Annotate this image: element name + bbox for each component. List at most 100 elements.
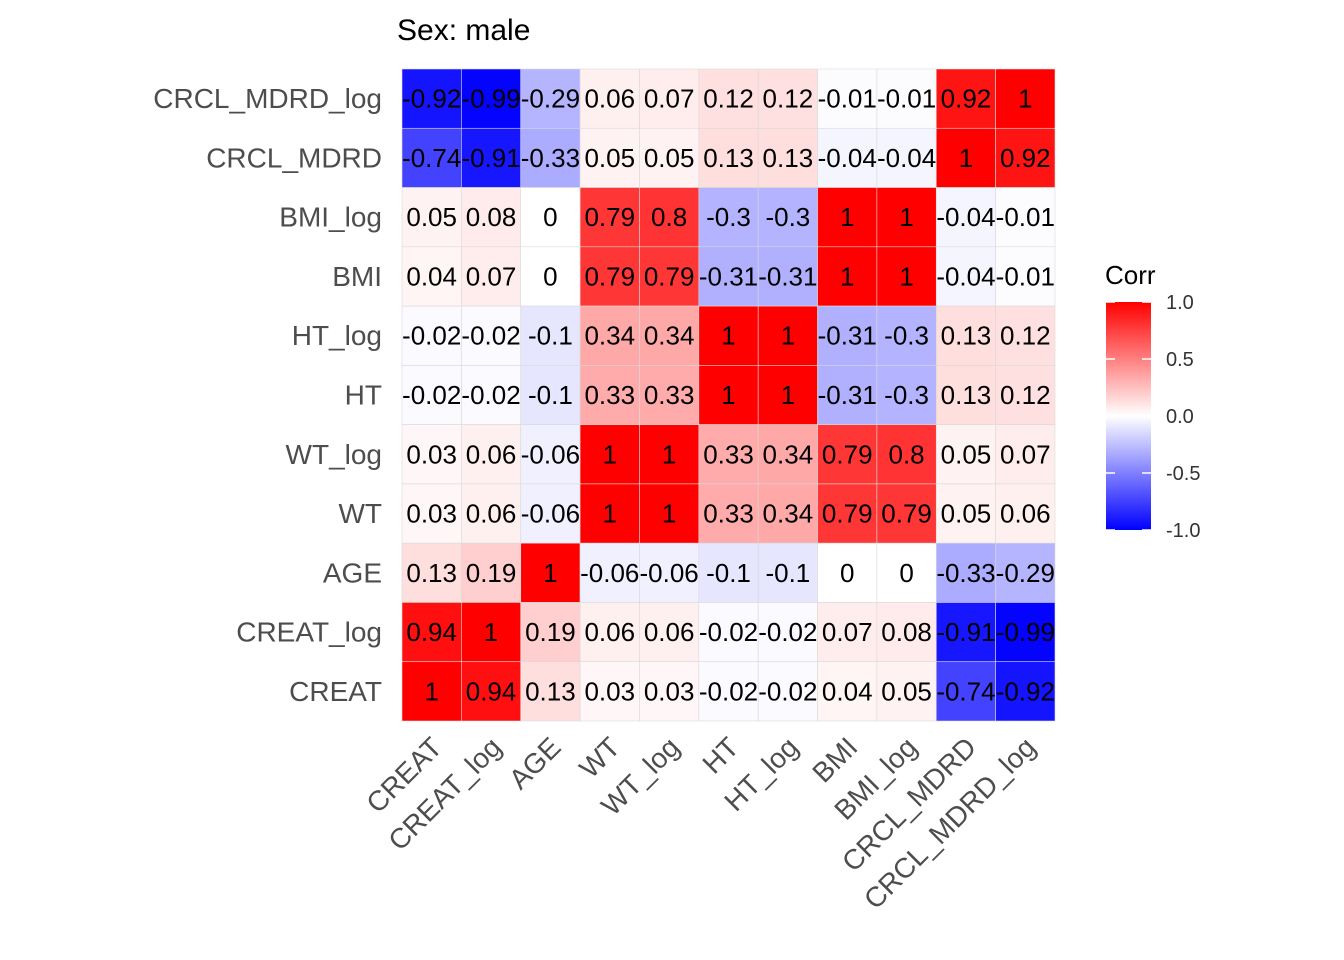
heatmap-cell bbox=[461, 661, 522, 722]
cell-value-label: 0.04 bbox=[406, 261, 457, 291]
cell-value-label: -0.31 bbox=[699, 261, 758, 291]
heatmap-cell bbox=[520, 305, 581, 366]
cell-value-label: 0.08 bbox=[881, 617, 932, 647]
heatmap-cell bbox=[461, 424, 522, 485]
cell-value-label: 0.08 bbox=[466, 202, 517, 232]
cell-value-label: -0.92 bbox=[402, 84, 461, 114]
cell-value-label: 0.13 bbox=[406, 558, 457, 588]
cell-value-label: 0.13 bbox=[941, 321, 992, 351]
heatmap-cell bbox=[698, 127, 759, 188]
heatmap-cell bbox=[995, 661, 1056, 722]
cell-value-label: 0.07 bbox=[466, 261, 517, 291]
heatmap-cell bbox=[876, 483, 937, 544]
heatmap-cell bbox=[579, 424, 640, 485]
heatmap-cell bbox=[935, 127, 996, 188]
cell-value-label: 0.79 bbox=[822, 439, 873, 469]
cell-value-label: -0.29 bbox=[996, 558, 1055, 588]
heatmap-cell bbox=[401, 365, 462, 425]
cell-value-label: -0.02 bbox=[402, 321, 461, 351]
cell-value-label: -0.1 bbox=[528, 321, 573, 351]
heatmap-cell bbox=[639, 661, 700, 722]
cell-value-label: 0.33 bbox=[703, 439, 754, 469]
heatmap-cell bbox=[995, 483, 1056, 544]
heatmap-cell bbox=[401, 187, 462, 248]
heatmap-cell bbox=[461, 365, 522, 425]
heatmap-cell bbox=[995, 68, 1056, 129]
cell-value-label: -0.01 bbox=[877, 84, 936, 114]
cell-value-label: 0.05 bbox=[881, 676, 932, 706]
y-axis: CRCL_MDRD_log CRCL_MDRD BMI_log BMI HT_log HT… bbox=[153, 83, 382, 707]
cell-labels: -0.92 -0.99 -0.29 0.06 0.07 0.12 0.12 -0.01 -0.0… bbox=[402, 84, 1055, 707]
cell-value-label: -0.02 bbox=[402, 380, 461, 410]
chart-title: Sex: male bbox=[397, 14, 530, 47]
heatmap-cell bbox=[579, 246, 640, 307]
cell-value-label: 0.12 bbox=[703, 84, 754, 114]
cell-value-label: 0.06 bbox=[584, 617, 635, 647]
heatmap-cell bbox=[995, 602, 1056, 663]
heatmap-cell bbox=[401, 68, 462, 129]
y-tick-label: CRCL_MDRD bbox=[206, 142, 382, 173]
y-tick-label: CREAT_log bbox=[236, 617, 382, 648]
y-tick-label: HT_log bbox=[292, 320, 382, 351]
heatmap-cell bbox=[639, 127, 700, 188]
heatmap-cell bbox=[579, 365, 640, 425]
cell-value-label: -0.01 bbox=[996, 202, 1055, 232]
heatmap-cell bbox=[817, 661, 878, 722]
cell-value-label: 1 bbox=[840, 261, 854, 291]
cell-value-label: 0.03 bbox=[584, 676, 635, 706]
heatmap-cell bbox=[876, 246, 937, 307]
heatmap-cells bbox=[401, 68, 1056, 722]
heatmap-cell bbox=[579, 483, 640, 544]
cell-value-label: 0.19 bbox=[525, 617, 576, 647]
cell-value-label: 1 bbox=[959, 143, 973, 173]
cell-value-label: 0 bbox=[840, 558, 854, 588]
heatmap-cell bbox=[817, 483, 878, 544]
heatmap-cell bbox=[401, 424, 462, 485]
y-tick-label: HT bbox=[345, 380, 382, 411]
cell-value-label: -0.74 bbox=[402, 143, 461, 173]
cell-value-label: 1 bbox=[603, 499, 617, 529]
heatmap-cell bbox=[757, 542, 818, 603]
cell-value-label: 1 bbox=[721, 321, 735, 351]
heatmap-cell bbox=[757, 483, 818, 544]
cell-value-label: -0.01 bbox=[996, 261, 1055, 291]
heatmap-cell bbox=[639, 305, 700, 366]
cell-value-label: 1 bbox=[840, 202, 854, 232]
cell-value-label: 0.92 bbox=[941, 84, 992, 114]
heatmap-cell bbox=[935, 246, 996, 307]
heatmap-cell bbox=[698, 661, 759, 722]
cell-value-label: 0.79 bbox=[822, 499, 873, 529]
heatmap-cell bbox=[401, 542, 462, 603]
heatmap-cell bbox=[520, 187, 581, 248]
cell-value-label: 0.03 bbox=[406, 439, 457, 469]
legend-title: Corr bbox=[1105, 260, 1156, 290]
heatmap-cell bbox=[401, 661, 462, 722]
y-tick-label: BMI bbox=[332, 261, 382, 292]
cell-value-label: 0.19 bbox=[466, 558, 517, 588]
heatmap-cell bbox=[757, 424, 818, 485]
cell-value-label: 1 bbox=[484, 617, 498, 647]
heatmap-cell bbox=[876, 305, 937, 366]
cell-value-label: 1 bbox=[721, 380, 735, 410]
heatmap-cell bbox=[579, 127, 640, 188]
heatmap-cell bbox=[520, 424, 581, 485]
cell-value-label: 0.13 bbox=[941, 380, 992, 410]
heatmap-cell bbox=[876, 424, 937, 485]
cell-value-label: -0.3 bbox=[765, 202, 810, 232]
heatmap-cell bbox=[876, 602, 937, 663]
cell-value-label: 0.04 bbox=[822, 676, 873, 706]
heatmap-cell bbox=[401, 127, 462, 188]
cell-value-label: 1 bbox=[899, 202, 913, 232]
cell-value-label: 0.94 bbox=[466, 676, 517, 706]
heatmap-cell bbox=[817, 602, 878, 663]
heatmap-cell bbox=[757, 661, 818, 722]
heatmap-cell bbox=[935, 542, 996, 603]
cell-value-label: -0.04 bbox=[936, 261, 995, 291]
heatmap-cell bbox=[876, 542, 937, 603]
cell-value-label: 1 bbox=[603, 439, 617, 469]
x-tick-label: AGE bbox=[503, 731, 567, 795]
cell-value-label: -0.3 bbox=[884, 321, 929, 351]
heatmap-cell bbox=[520, 68, 581, 129]
cell-value-label: -0.91 bbox=[461, 143, 520, 173]
cell-value-label: -0.06 bbox=[521, 439, 580, 469]
